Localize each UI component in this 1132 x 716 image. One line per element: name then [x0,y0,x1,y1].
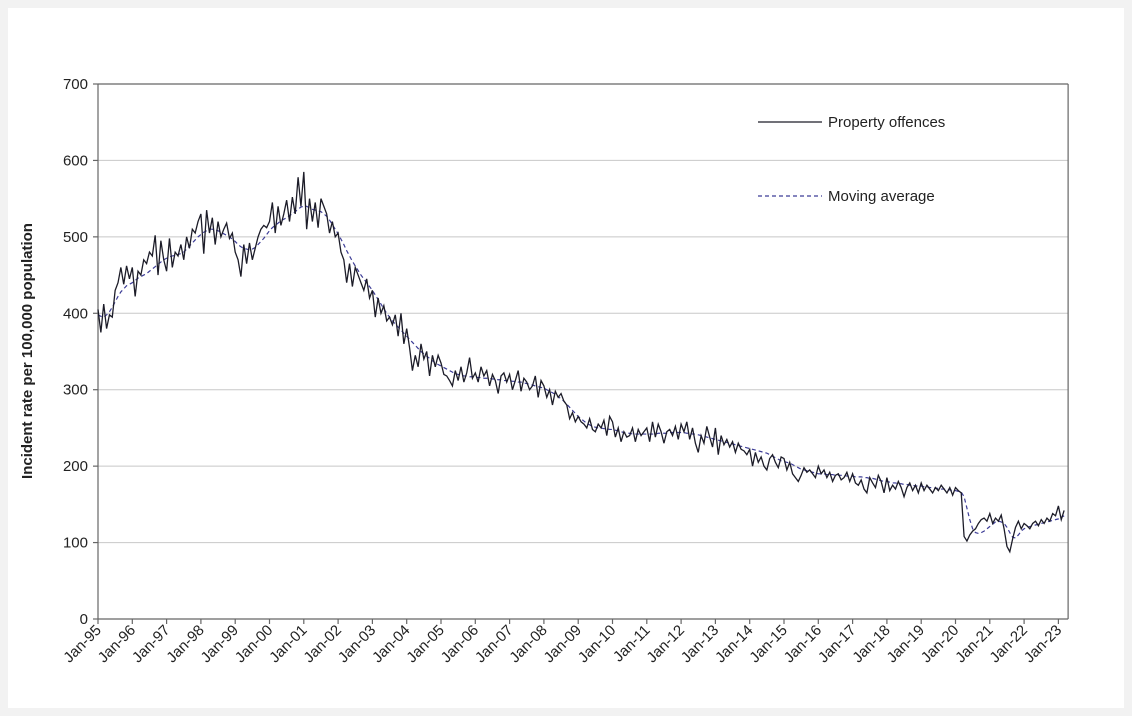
x-tick-label: Jan-22 [986,622,1030,666]
x-tick-label: Jan-97 [129,622,173,666]
x-tick-label: Jan-16 [781,622,825,666]
x-tick-label: Jan-98 [163,622,207,666]
data-line [97,205,1065,539]
y-tick-label: 200 [63,458,88,475]
x-tick-label: Jan-01 [266,622,310,666]
legend-label: Moving average [828,188,935,205]
y-tick-label: 400 [63,305,88,322]
x-tick-label: Jan-20 [918,622,962,666]
x-tick-label: Jan-95 [60,622,104,666]
y-tick-label: 0 [80,611,88,628]
y-tick-label: 700 [63,76,88,93]
x-tick-label: Jan-18 [849,622,893,666]
x-tick-label: Jan-12 [643,622,687,666]
x-tick-label: Jan-09 [541,622,585,666]
x-tick-label: Jan-15 [746,622,790,666]
legend-label: Property offences [828,114,945,131]
x-tick-label: Jan-19 [884,622,928,666]
x-tick-label: Jan-05 [403,622,447,666]
y-tick-label: 500 [63,229,88,246]
x-tick-label: Jan-07 [472,622,516,666]
x-tick-label: Jan-23 [1021,622,1065,666]
y-tick-label: 600 [63,152,88,169]
chart: Incident rate per 100,000 population 0 10… [19,76,1069,666]
y-axis-label: Incident rate per 100,000 population [19,223,36,479]
x-tick-label: Jan-03 [335,622,379,666]
x-tick-label: Jan-00 [232,622,276,666]
y-tick-label: 300 [63,382,88,399]
x-tick-label: Jan-17 [815,622,859,666]
x-tick-label: Jan-96 [95,622,139,666]
x-tick-label: Jan-02 [300,622,344,666]
x-tick-label: Jan-04 [369,622,413,666]
x-tick-label: Jan-08 [506,622,550,666]
x-tick-label: Jan-13 [678,622,722,666]
x-tick-label: Jan-21 [952,622,996,666]
y-tick-label: 100 [63,535,88,552]
chart-panel: Incident rate per 100,000 population 0 10… [8,8,1124,708]
x-tick-label: Jan-06 [438,622,482,666]
x-tick-label: Jan-10 [575,622,619,666]
data-line [97,171,1065,554]
x-tick-label: Jan-14 [712,622,756,666]
x-tick-label: Jan-99 [198,622,242,666]
